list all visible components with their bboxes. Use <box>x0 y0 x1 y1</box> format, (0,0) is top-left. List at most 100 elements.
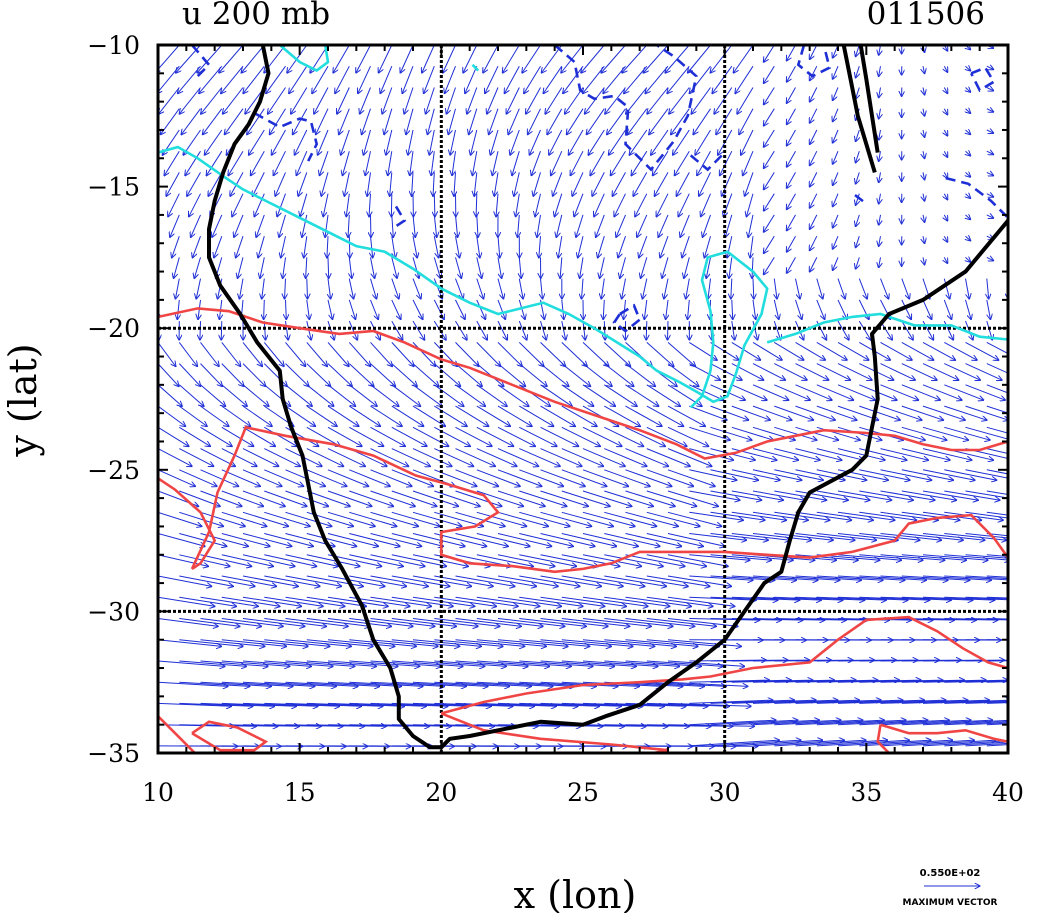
wind-vector-field <box>158 45 1008 747</box>
wind-vector <box>242 533 292 547</box>
wind-vector <box>752 448 799 461</box>
wind-vector <box>433 363 460 387</box>
wind-vector <box>810 129 818 145</box>
wind-vector <box>212 214 223 238</box>
wind-vector <box>625 596 692 606</box>
wind-vector <box>795 596 865 600</box>
wind-vector <box>944 554 1008 560</box>
wind-vector <box>391 384 421 407</box>
wind-vector <box>264 321 265 340</box>
wind-vector <box>285 618 349 627</box>
wind-vector <box>944 680 1008 683</box>
wind-vector <box>378 45 393 73</box>
wind-vector <box>177 299 179 320</box>
wind-vector <box>533 172 541 196</box>
wind-vector <box>258 236 265 258</box>
wind-vector <box>306 257 307 278</box>
positive-contour <box>158 307 1008 460</box>
wind-vector <box>519 426 557 446</box>
wind-vector <box>561 618 630 627</box>
wind-vector <box>192 236 201 258</box>
wind-vector <box>859 720 949 726</box>
wind-vector <box>965 511 1008 519</box>
wind-vector <box>200 639 265 647</box>
wind-vector <box>646 575 710 586</box>
wind-vector <box>625 405 663 426</box>
wind-vector <box>901 405 944 420</box>
wind-vector <box>582 639 655 647</box>
x-tick-labels: 10 15 20 25 30 35 40 <box>142 778 1024 807</box>
wind-vector <box>369 193 371 217</box>
wind-vector <box>625 511 679 526</box>
wind-vector <box>774 405 813 420</box>
wind-vector <box>727 236 733 258</box>
wind-vector <box>178 65 201 93</box>
wind-vector <box>1007 469 1008 471</box>
wind-vector <box>434 490 480 506</box>
wind-vector <box>764 45 775 62</box>
wind-vector <box>370 257 375 278</box>
wind-vector <box>676 172 690 196</box>
wind-vector <box>306 618 370 627</box>
wind-vector <box>200 681 272 686</box>
wind-vector <box>944 87 947 94</box>
wind-vector <box>901 469 954 480</box>
wind-vector <box>986 618 1008 620</box>
wind-vector <box>986 490 1008 495</box>
wind-vector <box>858 278 867 299</box>
wind-vector <box>370 575 429 586</box>
wind-vector <box>592 172 605 196</box>
wind-vector <box>201 87 223 115</box>
wind-vector <box>574 193 584 217</box>
wind-vector <box>380 66 393 93</box>
wind-vector <box>412 384 442 407</box>
wind-vector <box>412 278 421 299</box>
wind-vector <box>752 384 789 400</box>
wind-vector <box>787 45 796 61</box>
wind-vector <box>626 87 648 115</box>
wind-vector <box>645 65 669 93</box>
wind-vector <box>221 469 261 487</box>
wind-vector <box>739 108 754 135</box>
wind-vector <box>625 363 656 387</box>
wind-vector <box>816 490 870 500</box>
wind-vector <box>795 363 829 381</box>
negative-contour <box>970 66 996 93</box>
wind-vector <box>367 172 371 196</box>
wind-vector <box>614 193 626 217</box>
wind-vector <box>158 426 189 446</box>
wind-vector <box>476 342 501 366</box>
wind-vector <box>339 108 350 135</box>
wind-vector <box>837 575 905 580</box>
x-tick-label: 10 <box>142 778 174 807</box>
wind-vector <box>880 740 975 747</box>
wind-vector <box>750 236 753 258</box>
wind-vector <box>434 384 464 407</box>
wind-vector <box>242 342 262 366</box>
wind-vector <box>965 490 1008 499</box>
wind-vector <box>879 45 881 55</box>
wind-vector <box>497 575 558 586</box>
wind-vector <box>944 108 947 115</box>
wind-vector <box>455 448 496 467</box>
wind-vector <box>242 575 298 586</box>
wind-vector <box>306 469 347 487</box>
wind-vector <box>221 639 287 647</box>
wind-vector <box>242 702 318 706</box>
wind-vector <box>816 363 851 381</box>
wind-vector <box>388 151 393 176</box>
wind-vector <box>158 681 228 686</box>
wind-vector <box>159 87 180 115</box>
wind-vector <box>187 172 201 196</box>
wind-vector <box>856 257 860 269</box>
wind-vector <box>242 681 315 686</box>
wind-vector <box>604 426 643 446</box>
wind-vector <box>810 65 818 81</box>
wind-vector <box>787 65 796 82</box>
wind-vector <box>158 405 186 426</box>
wind-vector <box>242 554 295 567</box>
wind-vector <box>901 680 986 682</box>
wind-vector <box>349 554 403 567</box>
wind-vector <box>221 596 280 606</box>
wind-vector <box>561 702 643 706</box>
